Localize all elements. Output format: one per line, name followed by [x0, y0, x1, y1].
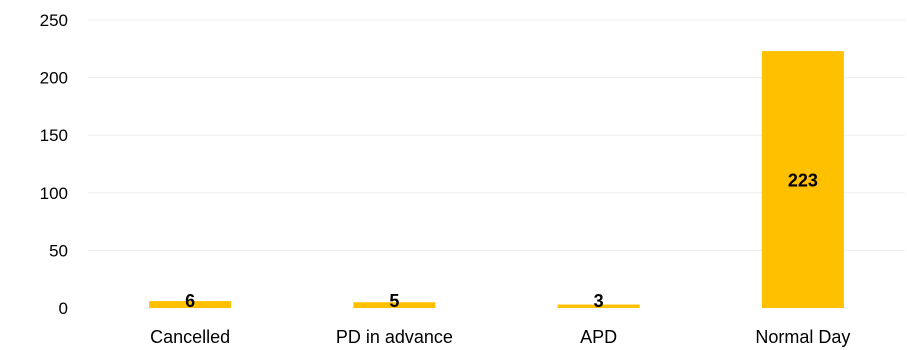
bar-pd-in-advance [353, 302, 436, 308]
x-axis: Cancelled PD in advance APD Normal Day [150, 327, 850, 347]
bar-normal-day [761, 51, 844, 308]
data-label: 6 [185, 291, 195, 311]
bars: 6 5 3 223 [149, 51, 844, 311]
y-tick-label: 150 [40, 126, 68, 145]
y-tick-label: 50 [49, 241, 68, 260]
bar-apd [557, 304, 640, 308]
x-tick-label: PD in advance [336, 327, 453, 347]
y-axis: 0 50 100 150 200 250 [40, 11, 68, 318]
data-label: 5 [389, 291, 399, 311]
data-label: 3 [594, 291, 604, 311]
y-tick-label: 100 [40, 184, 68, 203]
x-tick-label: APD [580, 327, 617, 347]
y-tick-label: 250 [40, 11, 68, 30]
bar-cancelled [149, 301, 232, 308]
y-tick-label: 200 [40, 69, 68, 88]
x-tick-label: Cancelled [150, 327, 230, 347]
x-tick-label: Normal Day [755, 327, 850, 347]
y-tick-label: 0 [59, 299, 68, 318]
data-label: 223 [788, 171, 818, 191]
